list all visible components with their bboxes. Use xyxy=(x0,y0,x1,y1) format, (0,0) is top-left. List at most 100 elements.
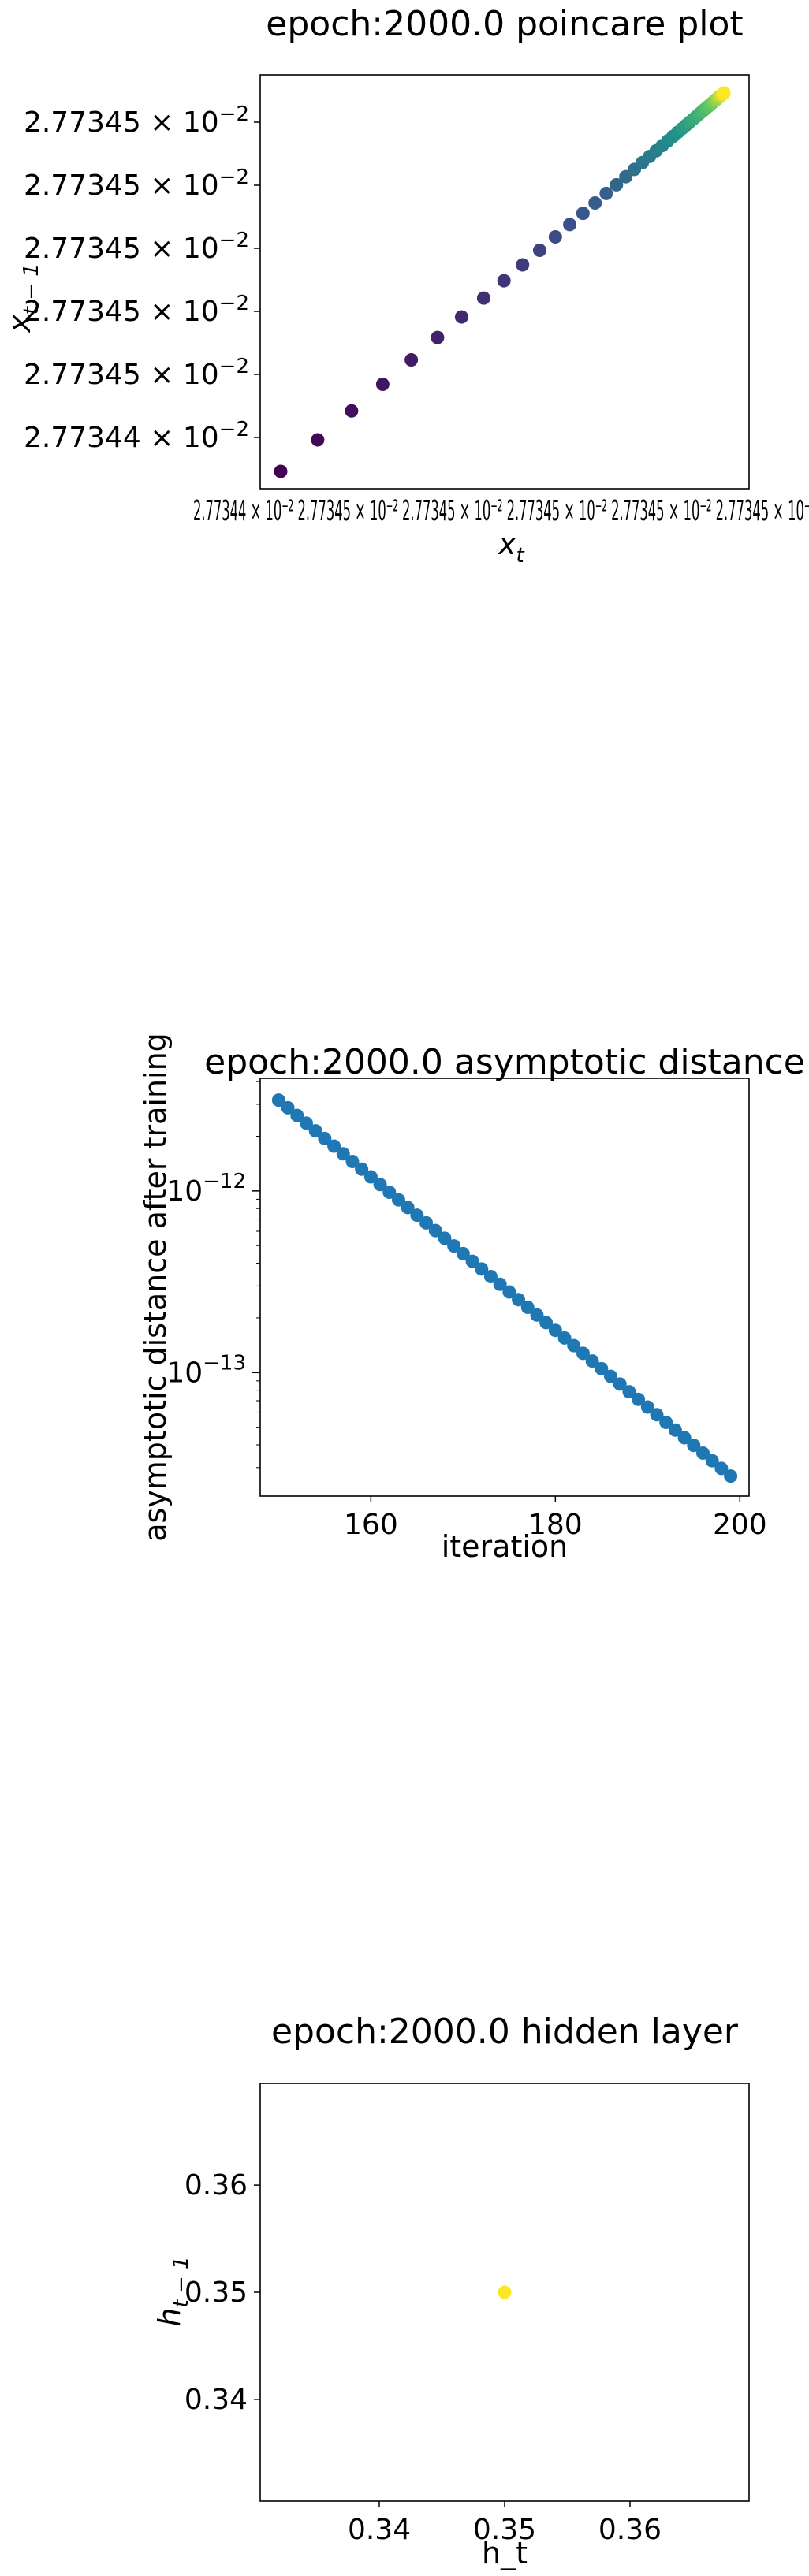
asymptotic-point xyxy=(290,1108,304,1122)
asymptotic-point xyxy=(465,1254,479,1268)
hidden-layer-chart: epoch:2000.0 hidden layer 0.34 0.35 0.36 0… xyxy=(152,2012,750,2570)
asymptotic-point xyxy=(613,1377,627,1391)
asymptotic-point xyxy=(640,1400,654,1414)
asymptotic-point xyxy=(650,1408,664,1422)
poincare-point xyxy=(588,195,602,210)
asymptotic-point xyxy=(355,1162,369,1176)
asymptotic-x-ticks: 160 180 200 xyxy=(344,1496,767,1541)
poincare-point xyxy=(476,291,490,305)
poincare-point xyxy=(576,207,590,221)
poincare-y-tick-label: 2.77345 × 10−2 xyxy=(24,229,249,265)
poincare-y-tick-label: 2.77344 × 10−2 xyxy=(24,418,249,454)
asymptotic-point xyxy=(281,1100,295,1115)
asymptotic-point xyxy=(622,1385,636,1399)
asymptotic-point xyxy=(363,1170,378,1184)
hidden-layer-title: epoch:2000.0 hidden layer xyxy=(271,2012,739,2052)
poincare-y-label: xt − 1 xyxy=(2,263,43,333)
poincare-y-tick-label: 2.77345 × 10−2 xyxy=(24,355,249,391)
asymptotic-point xyxy=(419,1215,434,1230)
hidden-layer-x-tick-label: 0.35 xyxy=(473,2514,536,2546)
asymptotic-x-tick-label: 180 xyxy=(528,1509,583,1541)
asymptotic-title: epoch:2000.0 asymptotic distance xyxy=(204,1042,805,1082)
asymptotic-point xyxy=(493,1277,507,1291)
asymptotic-plot-frame xyxy=(259,1078,750,1497)
asymptotic-point xyxy=(567,1338,581,1353)
poincare-point xyxy=(548,230,562,244)
asymptotic-point xyxy=(475,1262,489,1276)
asymptotic-y-minor-ticks xyxy=(256,1081,260,1469)
hidden-layer-y-ticks: 0.34 0.35 0.36 xyxy=(185,2169,260,2416)
asymptotic-point xyxy=(585,1354,599,1368)
poincare-point xyxy=(431,330,445,344)
hidden-layer-y-tick-label: 0.34 xyxy=(185,2384,248,2416)
poincare-point xyxy=(497,274,511,288)
poincare-point xyxy=(404,353,419,367)
asymptotic-point xyxy=(557,1331,572,1345)
hidden-layer-x-label: h_t xyxy=(482,2536,528,2570)
asymptotic-points xyxy=(271,1093,738,1483)
hidden-layer-points xyxy=(498,2285,512,2299)
asymptotic-point xyxy=(483,1270,498,1284)
poincare-point xyxy=(516,258,530,272)
hidden-layer-y-tick-label: 0.35 xyxy=(185,2276,248,2309)
asymptotic-point xyxy=(438,1231,452,1245)
asymptotic-point xyxy=(705,1454,719,1468)
poincare-point xyxy=(274,464,288,478)
asymptotic-point xyxy=(271,1093,285,1107)
asymptotic-x-tick-label: 160 xyxy=(344,1509,398,1541)
asymptotic-point xyxy=(595,1361,609,1375)
poincare-point xyxy=(563,218,577,232)
asymptotic-y-label: asymptotic distance after training xyxy=(138,1033,173,1542)
asymptotic-point xyxy=(687,1439,701,1453)
asymptotic-y-tick-label: 10−12 xyxy=(166,1170,246,1208)
asymptotic-point xyxy=(696,1446,710,1460)
poincare-y-tick-label: 2.77345 × 10−2 xyxy=(24,102,249,139)
asymptotic-point xyxy=(336,1147,350,1161)
poincare-points xyxy=(274,86,731,478)
asymptotic-point xyxy=(308,1124,322,1138)
poincare-y-ticks: 2.77344 × 10−2 2.77345 × 10−2 2.77345 × 10… xyxy=(24,102,260,454)
poincare-y-tick-label: 2.77345 × 10−2 xyxy=(24,166,249,202)
asymptotic-chart: epoch:2000.0 asymptotic distance 160 180 2… xyxy=(138,1033,805,1564)
poincare-x-tick-labels: 2.77344 × 10⁻² 2.77345 × 10⁻² 2.77345 × … xyxy=(193,495,809,527)
asymptotic-point xyxy=(677,1431,692,1445)
asymptotic-y-ticks: 10−12 10−13 xyxy=(166,1170,260,1389)
poincare-point xyxy=(599,186,613,200)
hidden-layer-x-ticks: 0.34 0.35 0.36 xyxy=(348,2501,662,2546)
poincare-point xyxy=(610,177,624,192)
asymptotic-point xyxy=(512,1293,526,1307)
asymptotic-point xyxy=(632,1392,646,1406)
asymptotic-point xyxy=(520,1300,535,1314)
asymptotic-point xyxy=(724,1469,738,1483)
poincare-point xyxy=(454,310,468,324)
asymptotic-point xyxy=(604,1369,618,1383)
asymptotic-point xyxy=(382,1185,397,1199)
asymptotic-point xyxy=(447,1239,461,1253)
hidden-layer-y-label: ht − 1 xyxy=(152,2256,193,2326)
asymptotic-point xyxy=(668,1423,682,1437)
asymptotic-point xyxy=(373,1178,387,1192)
asymptotic-point xyxy=(548,1323,562,1338)
hidden-layer-y-tick-label: 0.36 xyxy=(185,2169,248,2202)
poincare-title: epoch:2000.0 poincare plot xyxy=(266,4,743,44)
asymptotic-point xyxy=(539,1316,554,1330)
asymptotic-point xyxy=(345,1155,360,1169)
asymptotic-y-tick-label: 10−13 xyxy=(166,1351,246,1389)
poincare-point xyxy=(345,404,359,418)
hidden-layer-x-tick-label: 0.36 xyxy=(598,2514,662,2546)
asymptotic-point xyxy=(318,1131,332,1145)
asymptotic-point xyxy=(714,1461,729,1476)
poincare-plot-frame xyxy=(259,74,750,490)
asymptotic-point xyxy=(391,1193,405,1207)
asymptotic-point xyxy=(410,1208,424,1223)
poincare-point xyxy=(717,86,731,100)
poincare-x-label: xt xyxy=(498,527,525,568)
asymptotic-point xyxy=(327,1139,341,1153)
poincare-y-tick-label: 2.77345 × 10−2 xyxy=(24,292,249,328)
asymptotic-point xyxy=(428,1223,442,1238)
asymptotic-point xyxy=(659,1416,673,1430)
poincare-point xyxy=(532,243,546,257)
asymptotic-x-label: iteration xyxy=(442,1529,569,1564)
asymptotic-point xyxy=(401,1201,415,1215)
